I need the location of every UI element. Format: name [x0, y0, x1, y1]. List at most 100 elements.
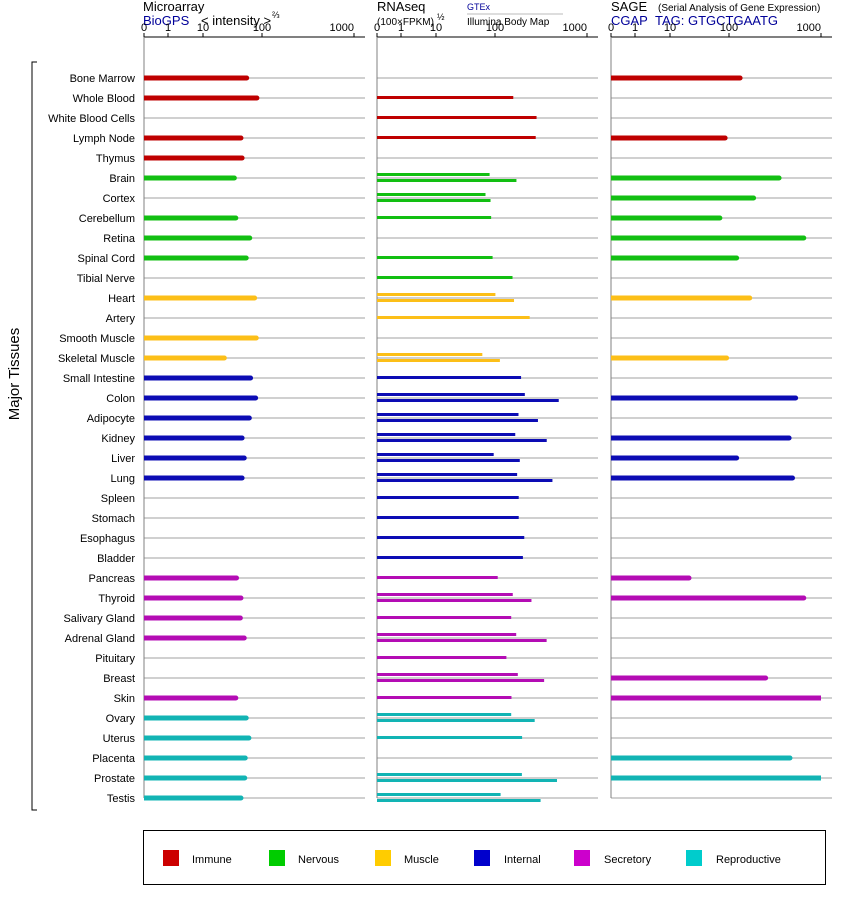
sage-bar-cap [793, 395, 799, 401]
sage-subtitle: (Serial Analysis of Gene Expression) [658, 3, 820, 14]
microarray-bar [144, 595, 241, 601]
legend-label-internal: Internal [504, 854, 541, 866]
tissue-label: Spleen [101, 493, 135, 505]
microarray-bar [144, 235, 250, 241]
microarray-bar-cap [253, 395, 259, 401]
rnaseq-bar [377, 639, 547, 642]
gtex-link[interactable]: GTEx [467, 2, 491, 12]
sage-title: SAGE [611, 0, 647, 14]
axis-tick-label: 10 [197, 22, 209, 34]
sage-bar [611, 295, 750, 301]
rnaseq-bar [377, 779, 558, 782]
tissue-label: Uterus [103, 733, 136, 745]
rnaseq-bar [377, 556, 523, 559]
microarray-bar-cap [237, 615, 243, 621]
microarray-bar-cap [252, 295, 258, 301]
tissue-labels: Bone Marrow Whole Blood White Blood Cells L… [48, 73, 136, 805]
microarray-bar-cap [239, 475, 245, 481]
sage-bar [611, 235, 804, 241]
rnaseq-bar [377, 736, 523, 739]
rnaseq-gtex-bar [377, 293, 496, 296]
microarray-bar [144, 775, 245, 781]
axis-tick-label: 1000 [330, 22, 354, 34]
sage-bar [611, 595, 804, 601]
tissue-label: Smooth Muscle [59, 333, 135, 345]
bars [144, 75, 821, 802]
sage-bar-cap [734, 455, 740, 461]
rnaseq-bar [377, 419, 538, 422]
tissue-label: Brain [109, 173, 135, 185]
axis-tick-label: 1000 [797, 22, 821, 34]
intensity-label: < intensity > [201, 13, 271, 28]
sage-bar [611, 455, 737, 461]
legend-label-muscle: Muscle [404, 854, 439, 866]
rnaseq-bar [377, 633, 517, 636]
microarray-bar-cap [241, 635, 247, 641]
rnaseq-gtex-bar [377, 353, 483, 356]
tissue-label: Whole Blood [73, 93, 135, 105]
fpkm-exponent: ½ [437, 12, 445, 22]
microarray-bar-cap [246, 415, 252, 421]
rnaseq-bar [377, 713, 512, 716]
microarray-bar-cap [243, 255, 249, 261]
rnaseq-bar [377, 536, 525, 539]
axis-tick-label: 1000 [563, 22, 587, 34]
sage-bar [611, 755, 790, 761]
microarray-bar-cap [247, 235, 253, 241]
axis-tick-label: 1 [165, 22, 171, 34]
axis-tick-label: 0 [608, 22, 614, 34]
sage-bar-cap [724, 355, 730, 361]
sage-bar [611, 775, 821, 781]
microarray-bar-cap [233, 215, 239, 221]
axis-tick-label: 100 [253, 22, 271, 34]
cgap-link[interactable]: CGAP [611, 13, 648, 28]
tissue-label: Testis [107, 793, 136, 805]
tissue-label: Bone Marrow [70, 73, 135, 85]
microarray-bar-cap [244, 75, 250, 81]
rnaseq-bar [377, 136, 536, 139]
rnaseq-bar [377, 393, 525, 396]
tissue-label: Retina [103, 233, 136, 245]
sage-bar [611, 255, 737, 261]
rnaseq-bar [377, 359, 500, 362]
tissue-label: Cerebellum [79, 213, 135, 225]
microarray-bar [144, 615, 241, 621]
tissue-label: Small Intestine [63, 373, 135, 385]
tissue-label: Liver [111, 453, 135, 465]
axis-tick-label: 0 [141, 22, 147, 34]
sage-bar-cap [734, 255, 740, 261]
legend-swatch-nervous [269, 850, 285, 866]
microarray-bar-cap [242, 755, 248, 761]
sage-bar-cap [801, 235, 807, 241]
illumina-label: Illumina Body Map [467, 17, 550, 28]
tissue-label: Stomach [92, 513, 135, 525]
group-bracket-line [31, 61, 37, 811]
legend-swatch-internal [474, 850, 490, 866]
rnaseq-bar [377, 719, 535, 722]
sage-bar-cap [686, 575, 692, 581]
microarray-bar-cap [243, 715, 249, 721]
biogps-link[interactable]: BioGPS [143, 13, 190, 28]
sage-bar-cap [751, 195, 757, 201]
fpkm-label: (100×FPKM) [377, 17, 434, 28]
sage-bar [611, 175, 780, 181]
sage-bar [611, 675, 766, 681]
rnaseq-bar [377, 453, 494, 456]
rnaseq-bar [377, 473, 518, 476]
sage-bar-cap [717, 215, 723, 221]
sage-bar [611, 355, 727, 361]
sage-bar-cap [787, 755, 793, 761]
rnaseq-bar [377, 439, 547, 442]
microarray-bar [144, 715, 247, 721]
sage-bar [611, 135, 726, 141]
sage-bar [611, 435, 790, 441]
axis-tick-label: 10 [430, 22, 442, 34]
intensity-exponent: ⅔ [272, 10, 280, 20]
microarray-bar [144, 695, 236, 701]
tissue-label: Heart [108, 293, 135, 305]
sage-bar-cap [801, 595, 807, 601]
tissue-label: Skin [114, 693, 135, 705]
rnaseq-bar [377, 299, 515, 302]
group-label: Major Tissues [6, 328, 23, 421]
